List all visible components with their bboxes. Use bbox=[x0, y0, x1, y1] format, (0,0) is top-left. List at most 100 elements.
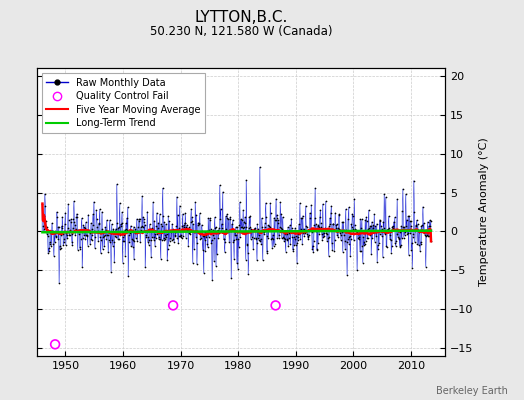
Point bbox=[104, 237, 113, 244]
Point bbox=[41, 202, 49, 209]
Point bbox=[377, 228, 386, 234]
Point bbox=[356, 248, 364, 254]
Point bbox=[194, 222, 202, 228]
Point bbox=[331, 237, 339, 244]
Point bbox=[341, 238, 349, 244]
Point bbox=[414, 242, 423, 249]
Point bbox=[278, 226, 287, 232]
Point bbox=[159, 237, 168, 243]
Point bbox=[107, 221, 116, 227]
Point bbox=[134, 223, 143, 230]
Point bbox=[411, 223, 420, 229]
Point bbox=[354, 234, 363, 240]
Point bbox=[239, 207, 247, 214]
Point bbox=[217, 228, 225, 234]
Point bbox=[69, 225, 77, 232]
Point bbox=[405, 252, 413, 258]
Point bbox=[181, 220, 189, 227]
Point bbox=[224, 216, 233, 222]
Point bbox=[412, 217, 421, 223]
Point bbox=[393, 196, 401, 202]
Point bbox=[201, 248, 210, 254]
Point bbox=[337, 236, 345, 243]
Point bbox=[113, 220, 122, 226]
Point bbox=[216, 216, 224, 222]
Point bbox=[319, 234, 328, 241]
Point bbox=[298, 215, 306, 222]
Point bbox=[329, 220, 337, 227]
Point bbox=[320, 230, 328, 236]
Point bbox=[144, 234, 152, 241]
Point bbox=[138, 224, 147, 230]
Point bbox=[234, 265, 242, 272]
Point bbox=[347, 221, 356, 227]
Point bbox=[112, 226, 120, 232]
Point bbox=[253, 221, 261, 228]
Point bbox=[356, 216, 365, 222]
Point bbox=[99, 246, 107, 253]
Point bbox=[61, 209, 70, 216]
Point bbox=[348, 211, 356, 217]
Point bbox=[83, 233, 92, 239]
Point bbox=[387, 237, 395, 243]
Point bbox=[346, 232, 354, 239]
Point bbox=[170, 238, 178, 245]
Point bbox=[283, 236, 292, 242]
Point bbox=[38, 200, 47, 207]
Point bbox=[202, 232, 210, 238]
Point bbox=[328, 247, 336, 254]
Point bbox=[209, 226, 217, 233]
Point bbox=[266, 200, 275, 206]
Point bbox=[275, 235, 283, 241]
Point bbox=[73, 247, 82, 253]
Point bbox=[144, 238, 152, 245]
Point bbox=[364, 235, 372, 241]
Point bbox=[250, 226, 259, 233]
Point bbox=[267, 210, 275, 216]
Point bbox=[412, 222, 420, 228]
Point bbox=[416, 248, 424, 254]
Point bbox=[84, 211, 92, 218]
Point bbox=[79, 235, 87, 241]
Point bbox=[135, 216, 144, 222]
Point bbox=[177, 231, 185, 238]
Point bbox=[139, 214, 147, 220]
Point bbox=[178, 210, 187, 217]
Point bbox=[78, 264, 86, 271]
Point bbox=[56, 242, 64, 249]
Point bbox=[338, 219, 346, 225]
Point bbox=[46, 239, 54, 246]
Point bbox=[345, 234, 354, 241]
Point bbox=[46, 229, 54, 236]
Point bbox=[118, 209, 126, 216]
Point bbox=[76, 246, 84, 252]
Point bbox=[242, 256, 250, 263]
Point bbox=[218, 224, 226, 231]
Point bbox=[189, 229, 198, 235]
Point bbox=[122, 226, 130, 232]
Point bbox=[59, 231, 67, 237]
Point bbox=[259, 229, 268, 236]
Point bbox=[331, 210, 340, 216]
Point bbox=[382, 242, 390, 249]
Point bbox=[118, 260, 127, 266]
Point bbox=[214, 235, 223, 241]
Point bbox=[162, 234, 171, 240]
Point bbox=[264, 222, 272, 229]
Point bbox=[377, 223, 385, 230]
Point bbox=[344, 204, 353, 210]
Point bbox=[214, 227, 222, 234]
Point bbox=[141, 232, 150, 238]
Point bbox=[276, 199, 285, 206]
Point bbox=[250, 225, 258, 232]
Point bbox=[243, 240, 251, 247]
Point bbox=[304, 236, 313, 242]
Point bbox=[311, 185, 319, 192]
Point bbox=[310, 238, 318, 244]
Point bbox=[179, 233, 187, 239]
Point bbox=[230, 256, 238, 262]
Point bbox=[164, 213, 172, 220]
Point bbox=[173, 194, 181, 200]
Point bbox=[151, 243, 159, 249]
Point bbox=[329, 221, 337, 227]
